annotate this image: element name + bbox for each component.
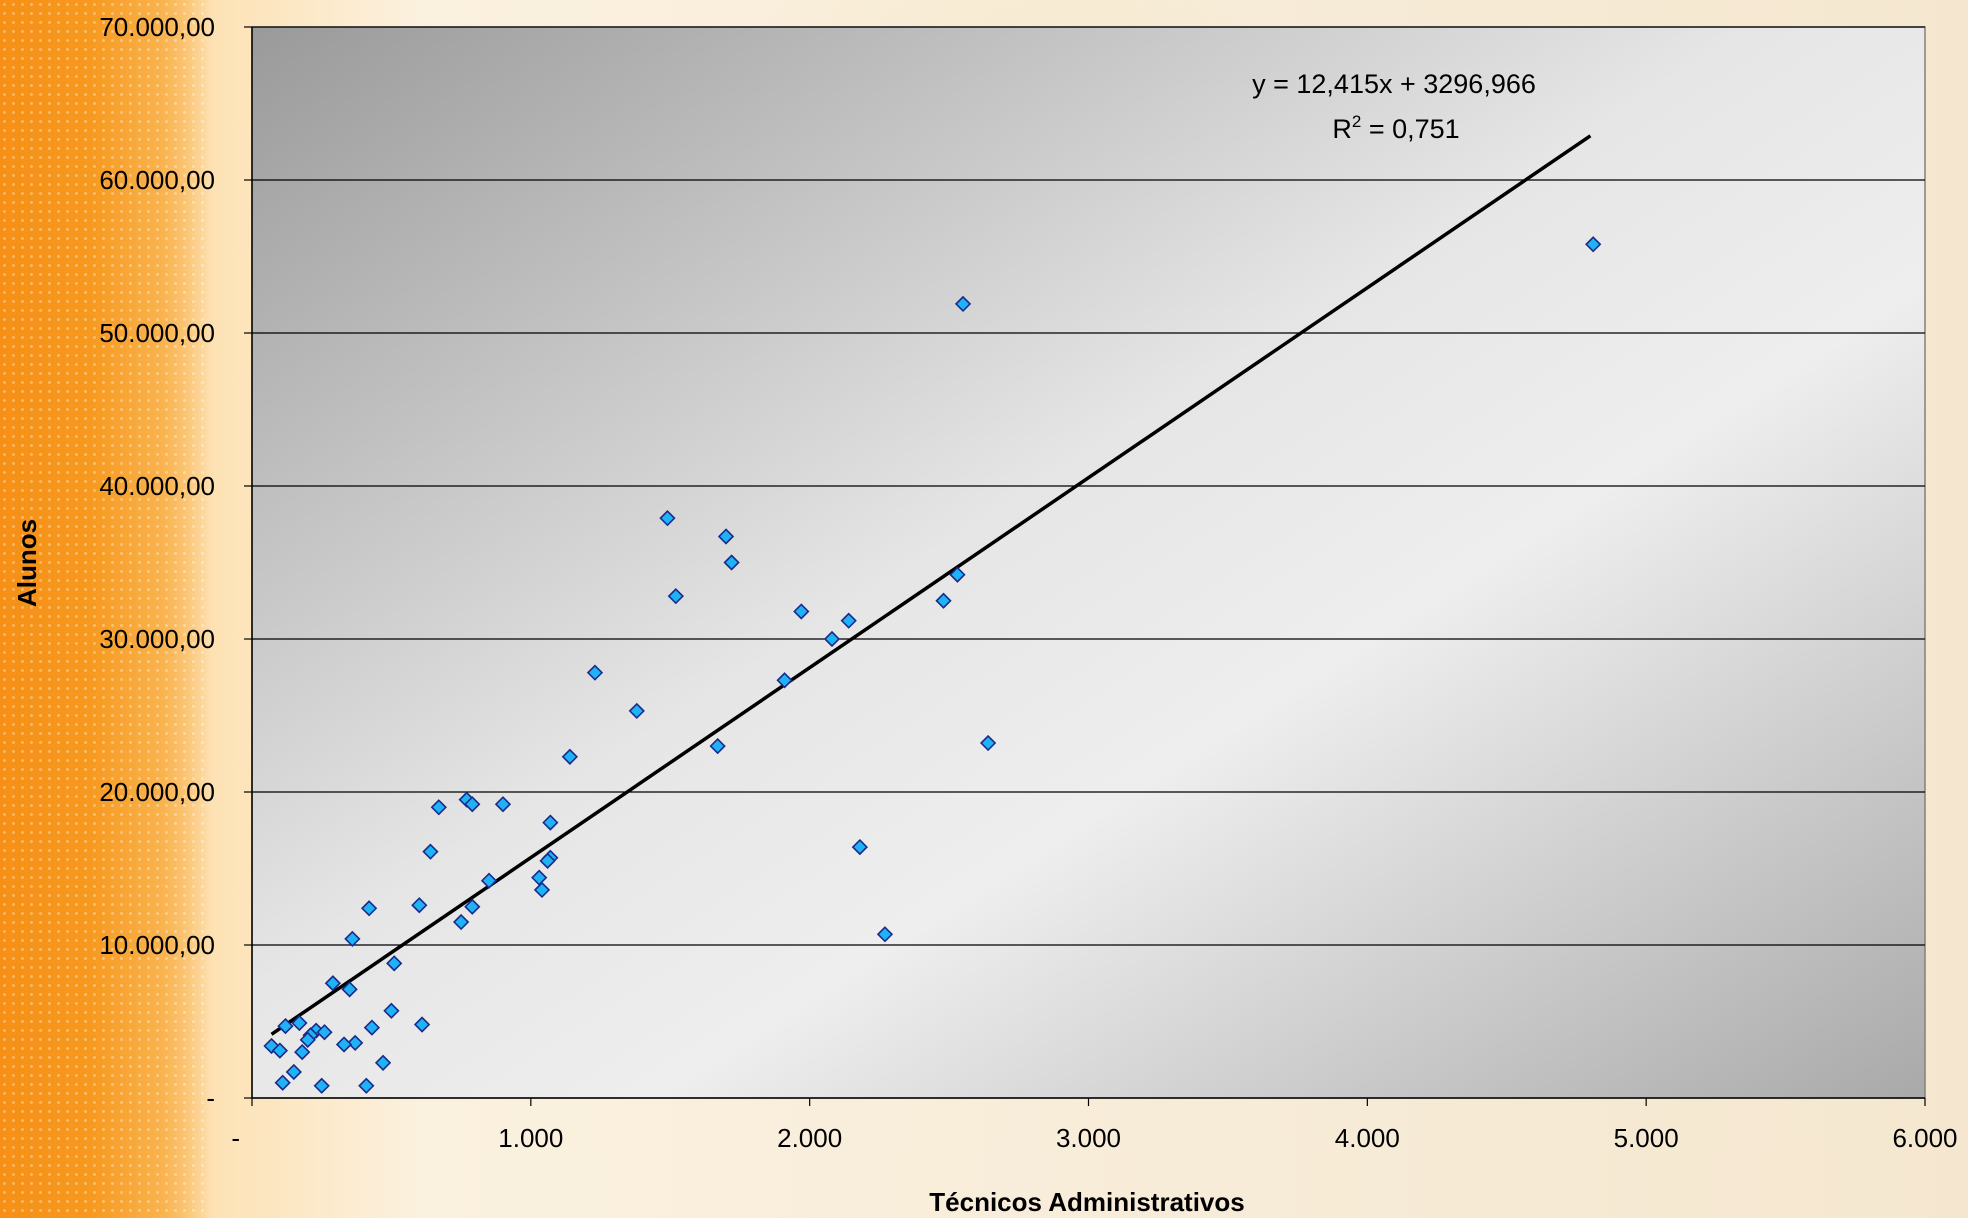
data-point xyxy=(316,1024,333,1041)
data-point xyxy=(709,737,726,755)
y-tick-label: 40.000,00 xyxy=(99,471,215,501)
x-tick-label: 3.000 xyxy=(1056,1123,1121,1153)
data-point xyxy=(494,796,512,813)
x-axis-title: Técnicos Administrativos xyxy=(929,1187,1244,1217)
data-point xyxy=(413,1016,431,1033)
data-point xyxy=(851,838,868,856)
y-tick-label: - xyxy=(206,1083,215,1113)
data-point xyxy=(313,1077,330,1094)
data-point xyxy=(561,748,579,765)
y-tick-label: 10.000,00 xyxy=(99,930,215,960)
data-points xyxy=(263,236,1602,1094)
data-point xyxy=(383,1002,400,1019)
y-tick-label: 60.000,00 xyxy=(99,165,215,195)
data-point xyxy=(533,881,551,899)
y-tick-label: 70.000,00 xyxy=(99,12,215,42)
r-squared-label: R2 = 0,751 xyxy=(1332,112,1459,144)
data-point xyxy=(840,612,857,629)
data-point xyxy=(422,843,439,860)
r-squared-value: = 0,751 xyxy=(1361,114,1459,144)
data-point xyxy=(363,1019,381,1036)
data-point xyxy=(628,702,645,720)
x-tick-label: - xyxy=(231,1123,240,1153)
gridlines xyxy=(252,26,1925,946)
data-point xyxy=(480,872,498,889)
x-tick-label: 6.000 xyxy=(1892,1123,1957,1153)
data-point xyxy=(360,900,378,917)
data-point xyxy=(374,1054,392,1071)
data-point xyxy=(386,955,403,972)
data-point xyxy=(291,1014,308,1032)
data-point xyxy=(464,898,481,915)
data-point xyxy=(723,554,740,571)
data-point xyxy=(949,566,966,583)
y-tick-label: 50.000,00 xyxy=(99,318,215,348)
data-point xyxy=(324,975,341,992)
data-point xyxy=(776,672,793,689)
data-point xyxy=(717,528,735,545)
axis-labels: - 10.000,00 20.000,00 30.000,00 40.000,00 50.… xyxy=(99,12,1957,1153)
data-point xyxy=(464,796,481,813)
data-point xyxy=(411,897,428,914)
data-point xyxy=(277,1017,294,1035)
data-point xyxy=(335,1036,353,1053)
data-point xyxy=(452,913,470,931)
x-tick-label: 2.000 xyxy=(777,1123,842,1153)
data-point xyxy=(659,509,676,527)
data-point xyxy=(586,664,604,681)
data-point xyxy=(823,630,841,648)
data-point xyxy=(430,799,447,816)
axis-ticks xyxy=(244,26,1926,1106)
data-point xyxy=(667,588,684,605)
data-point xyxy=(935,592,952,609)
data-point xyxy=(979,734,997,752)
y-tick-label: 20.000,00 xyxy=(99,777,215,807)
data-point xyxy=(539,852,556,869)
x-tick-label: 5.000 xyxy=(1614,1123,1679,1153)
data-point xyxy=(1585,236,1602,253)
data-point xyxy=(876,926,894,943)
data-point xyxy=(954,295,972,313)
data-point xyxy=(271,1042,289,1059)
r-squared-superscript: 2 xyxy=(1352,112,1361,131)
y-axis-title: Alunos xyxy=(12,519,42,607)
trendline-equation: y = 12,415x + 3296,966 xyxy=(1252,69,1536,99)
data-point xyxy=(274,1074,291,1091)
data-point xyxy=(285,1063,302,1081)
y-tick-label: 30.000,00 xyxy=(99,624,215,654)
plot-area xyxy=(251,26,1926,1099)
data-point xyxy=(294,1043,311,1061)
data-point xyxy=(344,930,361,948)
data-point xyxy=(542,814,559,831)
x-tick-label: 1.000 xyxy=(498,1123,563,1153)
data-point xyxy=(347,1034,364,1052)
x-tick-label: 4.000 xyxy=(1335,1123,1400,1153)
data-point xyxy=(299,1031,316,1048)
data-point xyxy=(793,603,810,620)
data-point xyxy=(358,1077,375,1094)
background-stripe xyxy=(0,0,210,1218)
data-point xyxy=(341,981,358,998)
background-dots xyxy=(0,0,205,1218)
r-squared-prefix: R xyxy=(1332,114,1352,144)
